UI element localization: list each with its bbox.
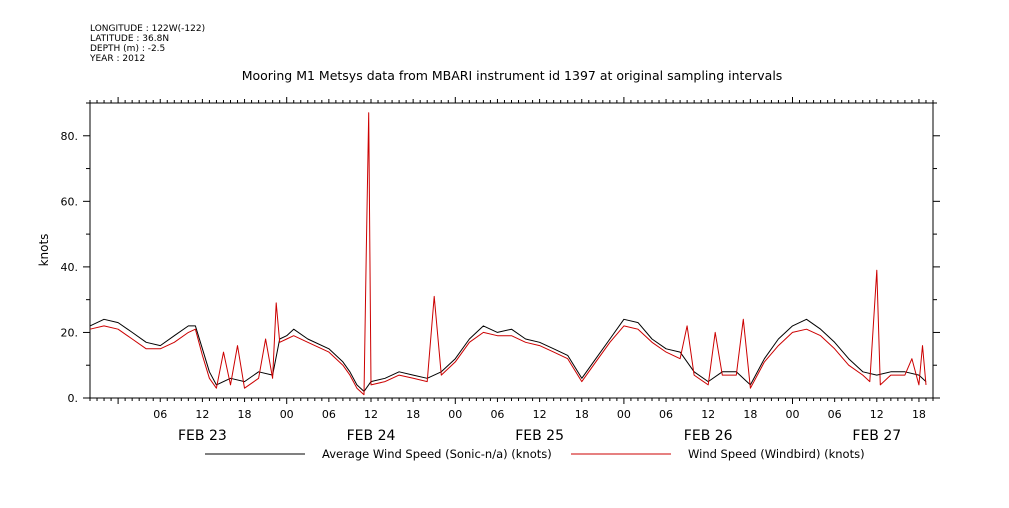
metadata-block: LONGITUDE : 122W(-122) LATITUDE : 36.8N … [89, 24, 205, 64]
x-day-label: FEB 26 [684, 428, 733, 444]
x-tick-label: 12 [701, 408, 715, 421]
meta-line-longitude: LONGITUDE : 122W(-122) [90, 24, 205, 34]
x-tick-label: 00 [617, 408, 631, 421]
chart-title: Mooring M1 Metsys data from MBARI instru… [242, 68, 783, 83]
x-tick-label: 06 [322, 408, 336, 421]
x-tick-label: 06 [659, 408, 673, 421]
x-tick-label: 06 [490, 408, 504, 421]
x-day-label: FEB 27 [852, 428, 901, 444]
x-day-label: FEB 24 [347, 428, 396, 444]
x-tick-label: 12 [533, 408, 547, 421]
x-tick-label: 18 [406, 408, 420, 421]
x-tick-label: 18 [238, 408, 252, 421]
series-average-wind-line [89, 318, 927, 392]
x-day-label: FEB 23 [178, 428, 227, 444]
x-tick-label: 06 [828, 408, 842, 421]
meta-line-year: YEAR : 2012 [89, 54, 145, 64]
series-windbird-line [89, 112, 927, 396]
x-tick-label: 18 [743, 408, 757, 421]
x-day-label: FEB 25 [515, 428, 564, 444]
x-tick-label: 00 [786, 408, 800, 421]
axes: 06 12 18 00 06 12 18 00 06 12 18 00 06 12 18 00 06 12 18 FE… [61, 97, 940, 444]
x-tick-label: 18 [575, 408, 589, 421]
y-tick-label: 40. [61, 261, 79, 274]
series-lines [89, 112, 927, 396]
plot-frame [89, 102, 934, 399]
legend: Average Wind Speed (Sonic-n/a) (knots) W… [205, 447, 865, 461]
y-tick-label: 60. [61, 195, 79, 208]
x-tick-label: 12 [870, 408, 884, 421]
x-tick-label: 00 [280, 408, 294, 421]
meta-line-depth: DEPTH (m) : -2.5 [90, 44, 165, 54]
x-tick-label: 00 [448, 408, 462, 421]
meta-line-latitude: LATITUDE : 36.8N [90, 34, 169, 44]
y-tick-label: 20. [61, 326, 79, 339]
x-tick-label: 06 [153, 408, 167, 421]
y-tick-label: 0. [68, 392, 79, 405]
legend-label-average-wind: Average Wind Speed (Sonic-n/a) (knots) [322, 447, 552, 461]
x-tick-label: 12 [364, 408, 378, 421]
x-tick-label: 12 [195, 408, 209, 421]
y-axis-label: knots [37, 234, 51, 267]
legend-label-windbird: Wind Speed (Windbird) (knots) [688, 447, 865, 461]
y-tick-label: 80. [61, 130, 79, 143]
x-tick-label: 18 [912, 408, 926, 421]
